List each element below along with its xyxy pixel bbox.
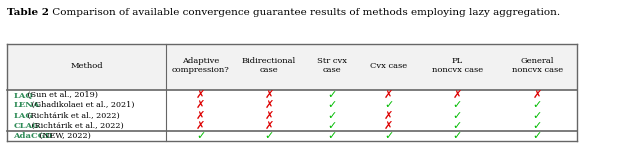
Text: Bidirectional
case: Bidirectional case: [242, 57, 296, 74]
Text: Cvx case: Cvx case: [371, 62, 408, 70]
Text: ✓: ✓: [327, 131, 337, 141]
Text: LENA: LENA: [13, 101, 40, 109]
Text: Adaptive
compression?: Adaptive compression?: [172, 57, 229, 74]
Text: ✗: ✗: [196, 121, 205, 131]
Text: ✗: ✗: [196, 90, 205, 100]
Text: ✓: ✓: [384, 131, 394, 141]
Text: ✓: ✓: [327, 100, 337, 110]
Text: Method: Method: [70, 62, 103, 70]
Text: PL
noncvx case: PL noncvx case: [432, 57, 483, 74]
Text: General
noncvx case: General noncvx case: [511, 57, 563, 74]
Text: ✗: ✗: [532, 90, 542, 100]
Text: ✓: ✓: [452, 121, 462, 131]
Text: ✓: ✓: [532, 121, 542, 131]
FancyBboxPatch shape: [6, 44, 577, 141]
Text: ✓: ✓: [452, 100, 462, 110]
Text: ✓: ✓: [532, 131, 542, 141]
Text: ✗: ✗: [264, 111, 274, 121]
Text: ✗: ✗: [264, 121, 274, 131]
Text: Str cvx
case: Str cvx case: [317, 57, 347, 74]
Text: ✓: ✓: [327, 121, 337, 131]
Text: LAQ: LAQ: [13, 91, 33, 99]
Text: ✓: ✓: [196, 131, 205, 141]
Text: (Ghadikolaei et al., 2021): (Ghadikolaei et al., 2021): [29, 101, 135, 109]
Text: ✓: ✓: [532, 111, 542, 121]
Text: AdaCGD: AdaCGD: [13, 132, 52, 140]
Text: (NEW, 2022): (NEW, 2022): [37, 132, 91, 140]
Text: ✓: ✓: [327, 111, 337, 121]
Text: ✓: ✓: [452, 111, 462, 121]
Text: ✓: ✓: [452, 131, 462, 141]
Text: (Sun et al., 2019): (Sun et al., 2019): [26, 91, 99, 99]
Text: (Richtárik et al., 2022): (Richtárik et al., 2022): [26, 112, 120, 120]
Text: LAG: LAG: [13, 112, 33, 120]
Text: Comparison of available convergence guarantee results of methods employing lazy : Comparison of available convergence guar…: [49, 8, 560, 17]
Text: ✗: ✗: [196, 100, 205, 110]
FancyBboxPatch shape: [6, 44, 577, 90]
Text: Table 2: Table 2: [6, 8, 49, 17]
Text: ✓: ✓: [327, 90, 337, 100]
Text: ✗: ✗: [264, 90, 274, 100]
Text: CLAG: CLAG: [13, 122, 40, 130]
Text: ✗: ✗: [384, 90, 394, 100]
Text: (Richtárik et al., 2022): (Richtárik et al., 2022): [29, 122, 124, 130]
Text: ✗: ✗: [196, 111, 205, 121]
Text: ✗: ✗: [384, 121, 394, 131]
Text: ✗: ✗: [452, 90, 462, 100]
Text: ✓: ✓: [532, 100, 542, 110]
Text: ✗: ✗: [384, 111, 394, 121]
Text: ✗: ✗: [264, 100, 274, 110]
Text: ✓: ✓: [264, 131, 274, 141]
Text: ✓: ✓: [384, 100, 394, 110]
